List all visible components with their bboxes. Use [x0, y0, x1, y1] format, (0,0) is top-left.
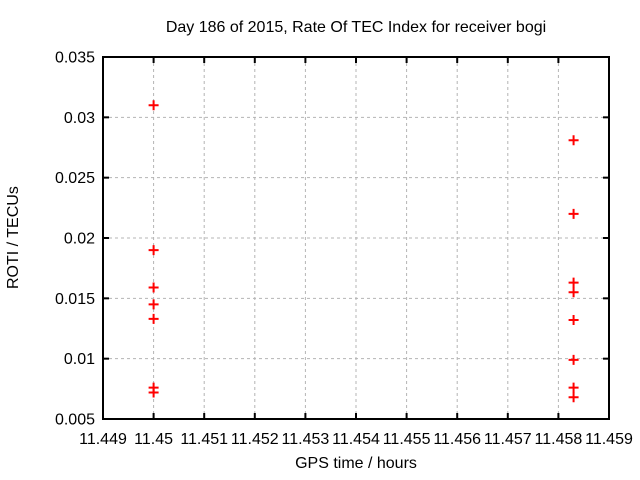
data-point-marker	[568, 208, 579, 219]
data-point-marker	[148, 245, 159, 256]
x-tick-label: 11.45	[134, 431, 173, 448]
x-axis-label: GPS time / hours	[295, 455, 417, 472]
y-tick-label: 0.03	[64, 110, 95, 127]
x-tick-label: 11.454	[332, 431, 380, 448]
y-tick-label: 0.035	[55, 50, 95, 67]
data-point-marker	[148, 282, 159, 293]
x-tick-label: 11.457	[484, 431, 532, 448]
data-point-marker	[148, 100, 159, 111]
x-tick-label: 11.453	[282, 431, 330, 448]
chart-title: Day 186 of 2015, Rate Of TEC Index for r…	[165, 19, 547, 36]
data-point-marker	[148, 387, 159, 398]
data-point-marker	[148, 299, 159, 310]
x-tick-label: 11.455	[383, 431, 431, 448]
y-tick-label: 0.005	[55, 412, 95, 429]
data-point-marker	[568, 392, 579, 403]
x-tick-label: 11.452	[231, 431, 279, 448]
data-point-marker	[568, 135, 579, 146]
data-point-marker	[148, 313, 159, 324]
data-point-marker	[568, 315, 579, 326]
y-tick-label: 0.015	[55, 291, 95, 308]
x-tick-label: 11.458	[535, 431, 583, 448]
data-point-marker	[568, 287, 579, 298]
x-tick-label: 11.456	[433, 431, 481, 448]
y-axis-label: ROTI / TECUs	[5, 186, 22, 290]
x-tick-label: 11.459	[585, 431, 633, 448]
data-point-marker	[568, 354, 579, 365]
data-point-marker	[568, 277, 579, 288]
data-point-marker	[568, 382, 579, 393]
y-tick-label: 0.01	[64, 351, 95, 368]
y-tick-label: 0.02	[64, 231, 95, 248]
x-tick-label: 11.451	[180, 431, 228, 448]
x-tick-label: 11.449	[79, 431, 127, 448]
y-tick-label: 0.025	[55, 170, 95, 187]
